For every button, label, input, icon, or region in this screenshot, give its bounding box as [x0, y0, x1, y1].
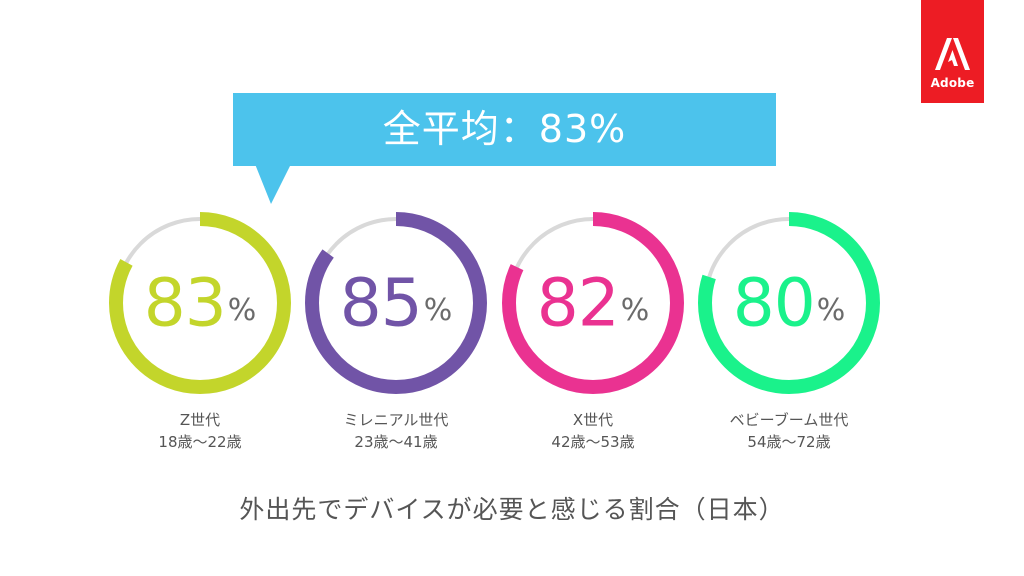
donut-value: 82% — [500, 210, 686, 396]
generation-name: X世代 — [572, 411, 614, 429]
adobe-logo: Adobe — [921, 0, 984, 103]
donut-value-unit: % — [227, 293, 257, 328]
donut-x-generation: 82% — [500, 210, 686, 396]
generation-age-range: 18歳〜22歳 — [158, 433, 242, 451]
generation-name: ミレニアル世代 — [343, 411, 449, 429]
donut-value: 85% — [303, 210, 489, 396]
donut-value-number: 85 — [339, 264, 423, 342]
callout-tail — [255, 164, 291, 204]
label-millennial-generation: ミレニアル世代 23歳〜41歳 — [286, 409, 506, 453]
donut-value-unit: % — [816, 293, 846, 328]
donut-millennial-generation: 85% — [303, 210, 489, 396]
donut-chart-svg — [305, 212, 487, 394]
label-x-generation: X世代 42歳〜53歳 — [483, 409, 703, 453]
logo-text: Adobe — [930, 76, 975, 90]
donut-baby-boomer-generation: 80% — [696, 210, 882, 396]
donut-value-unit: % — [423, 293, 453, 328]
donut-value: 83% — [107, 210, 293, 396]
chart-caption: 外出先でデバイスが必要と感じる割合（日本） — [239, 495, 785, 524]
donut-chart-svg — [109, 212, 291, 394]
donut-arc — [502, 212, 684, 394]
donut-arc — [109, 212, 291, 394]
donut-chart-svg — [502, 212, 684, 394]
generation-age-range: 54歳〜72歳 — [747, 433, 831, 451]
donut-value-unit: % — [620, 293, 650, 328]
average-callout: 全平均：83% — [233, 93, 776, 166]
generation-age-range: 23歳〜41歳 — [354, 433, 438, 451]
label-baby-boomer-generation: ベビーブーム世代 54歳〜72歳 — [679, 409, 899, 453]
adobe-a-icon — [935, 38, 970, 70]
donut-arc — [698, 212, 880, 394]
label-z-generation: Z世代 18歳〜22歳 — [90, 409, 310, 453]
donut-value-number: 80 — [732, 264, 816, 342]
donut-chart-svg — [698, 212, 880, 394]
average-callout-text: 全平均：83% — [382, 107, 627, 151]
generation-name: ベビーブーム世代 — [729, 411, 849, 429]
generation-age-range: 42歳〜53歳 — [551, 433, 635, 451]
donut-z-generation: 83% — [107, 210, 293, 396]
donut-value: 80% — [696, 210, 882, 396]
generation-name: Z世代 — [179, 411, 221, 429]
donut-value-number: 83 — [143, 264, 227, 342]
donut-arc — [305, 212, 487, 394]
donut-value-number: 82 — [536, 264, 620, 342]
